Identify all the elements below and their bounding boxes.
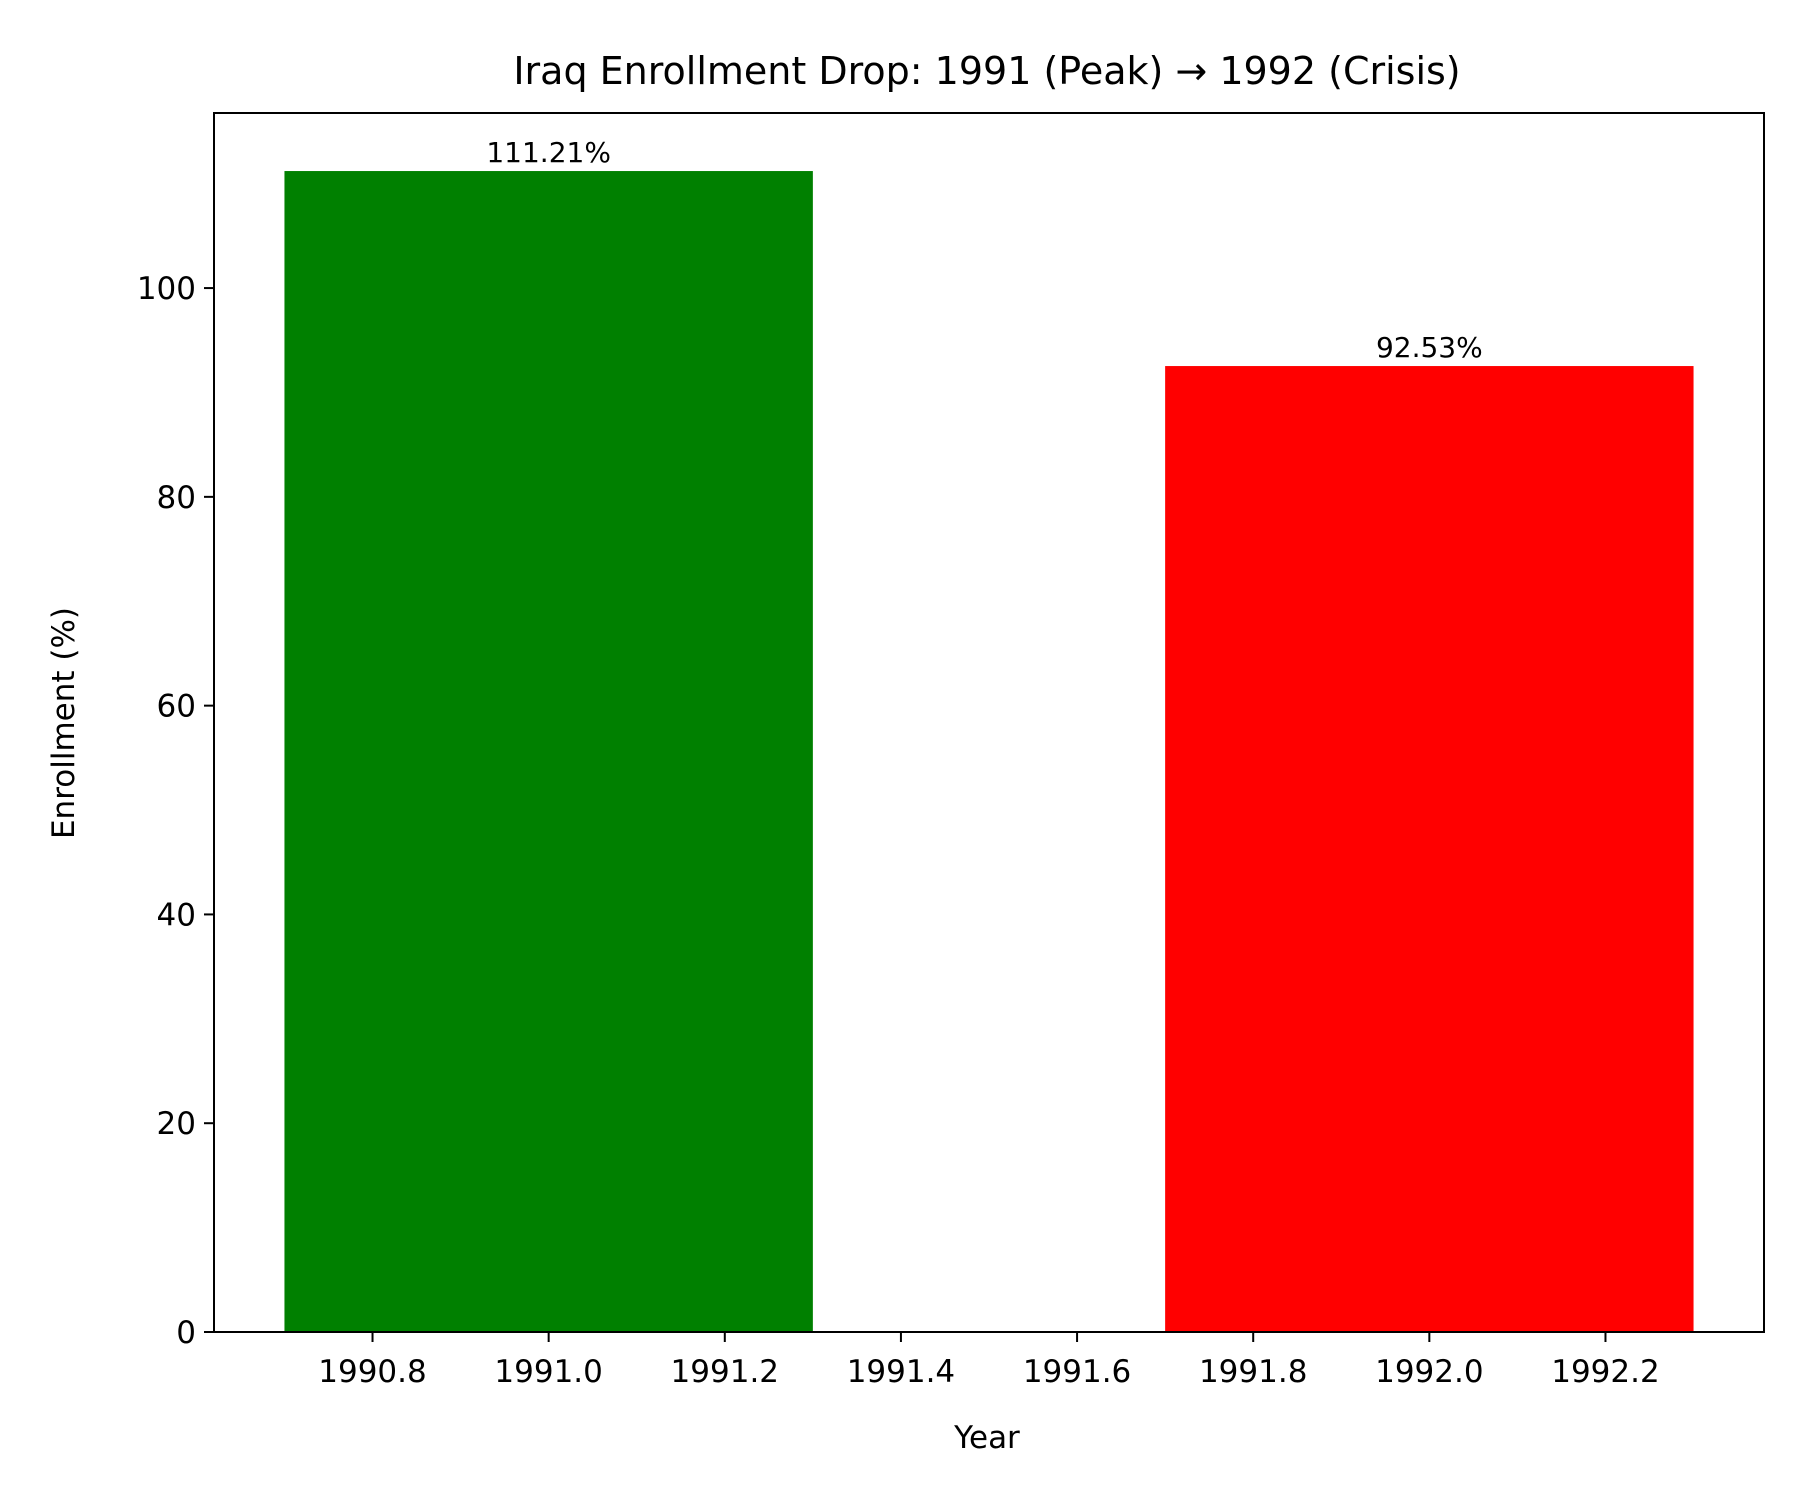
y-axis-label: Enrollment (%) [46,607,82,839]
bar-1991 [284,171,813,1333]
x-tick-label: 1991.8 [1199,1354,1307,1390]
x-tick-label: 1991.4 [847,1354,955,1390]
x-tick-label: 1992.0 [1375,1354,1483,1390]
x-axis-label: Year [953,1420,1020,1456]
y-tick-label: 20 [157,1106,196,1142]
axes-frame [213,112,1765,1333]
chart-title: Iraq Enrollment Drop: 1991 (Peak) → 1992… [513,49,1460,93]
y-tick-label: 80 [157,480,196,516]
x-tick-label: 1991.0 [494,1354,602,1390]
y-tick-label: 100 [137,271,196,307]
data-label-1992: 92.53% [1376,331,1483,364]
y-tick-label: 0 [176,1315,196,1351]
x-tick-label: 1990.8 [318,1354,426,1390]
data-label-1991: 111.21% [486,136,611,169]
y-tick-label: 40 [157,897,196,933]
x-tick-label: 1992.2 [1551,1354,1659,1390]
plot-area: 111.21% 92.53% 1990.8 1991.0 1991.2 1991.4 199… [137,112,1765,1390]
x-tick-label: 1991.2 [671,1354,779,1390]
y-tick-label: 60 [157,689,196,725]
x-tick-label: 1991.6 [1023,1354,1131,1390]
bar-1992 [1165,366,1694,1332]
